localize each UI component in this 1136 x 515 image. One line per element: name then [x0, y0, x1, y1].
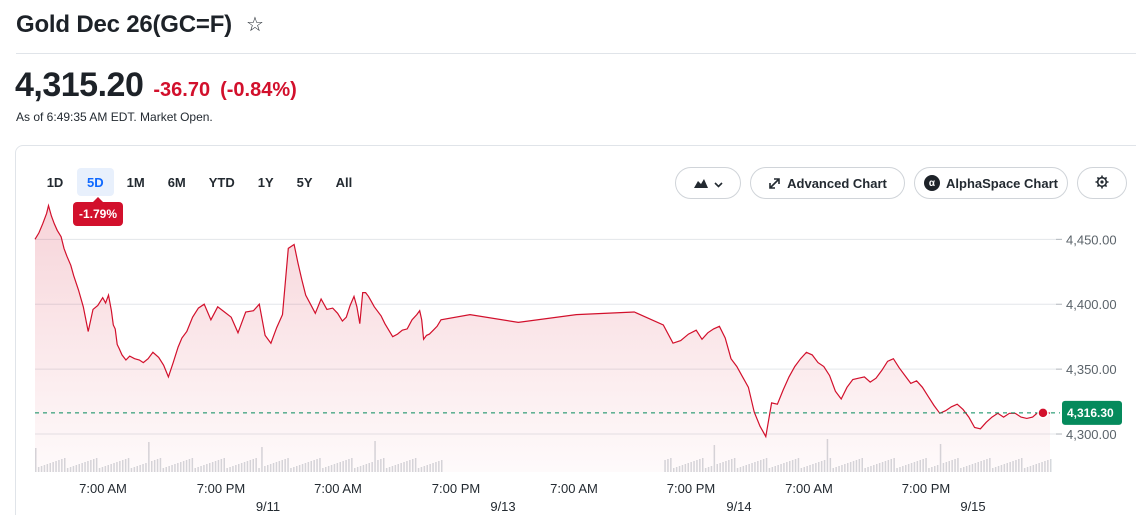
x-tick-label: 7:00 AM: [785, 481, 833, 496]
x-tick-label: 7:00 PM: [902, 481, 950, 496]
y-tick-label: 4,400.00: [1066, 297, 1117, 312]
x-date-label: 9/14: [726, 499, 751, 514]
page-title: Gold Dec 26(GC=F): [16, 11, 232, 38]
x-tick-label: 7:00 AM: [314, 481, 362, 496]
tab-6m[interactable]: 6M: [167, 174, 186, 190]
mountain-chart-icon: [693, 178, 708, 188]
chart-type-button[interactable]: [675, 167, 741, 199]
quote-price-row: 4,315.20 -36.70 (-0.84%): [15, 66, 297, 105]
expand-arrows-icon: [768, 177, 781, 190]
price-line: [34, 203, 1051, 439]
advanced-chart-button[interactable]: Advanced Chart: [750, 167, 905, 199]
alphaspace-chart-label: AlphaSpace Chart: [946, 175, 1058, 191]
y-tick-label: 4,300.00: [1066, 427, 1117, 442]
current-price-box: [1062, 400, 1122, 425]
price-change: -36.70: [153, 79, 211, 101]
tab-ytd[interactable]: YTD: [208, 174, 235, 190]
tab-1d[interactable]: 1D: [46, 174, 64, 190]
x-date-label: 9/13: [490, 499, 515, 514]
x-date-label: 9/15: [960, 499, 985, 514]
y-tick-label: 4,450.00: [1066, 232, 1117, 247]
title-row: Gold Dec 26(GC=F) ☆: [16, 8, 264, 42]
x-tick-label: 7:00 PM: [197, 481, 245, 496]
current-price: 4,315.20: [15, 66, 144, 104]
tab-1y[interactable]: 1Y: [257, 174, 274, 190]
star-outline-icon[interactable]: ☆: [245, 14, 264, 36]
alpha-logo-icon: α: [924, 175, 940, 191]
x-tick-label: 7:00 PM: [667, 481, 715, 496]
x-tick-label: 7:00 AM: [550, 481, 598, 496]
chart-settings-button[interactable]: [1077, 167, 1127, 199]
price-change-percent: (-0.84%): [220, 79, 297, 101]
tab-5y[interactable]: 5Y: [296, 174, 313, 190]
chevron-down-icon: [713, 176, 723, 191]
x-tick-label: 7:00 PM: [432, 481, 480, 496]
gear-icon: [1095, 175, 1109, 192]
chart-card: [15, 145, 1136, 515]
current-price-dot: [1037, 407, 1049, 419]
tab-all[interactable]: All: [335, 174, 353, 190]
advanced-chart-label: Advanced Chart: [787, 175, 887, 191]
x-tick-label: 7:00 AM: [79, 481, 127, 496]
y-tick-label: 4,350.00: [1066, 362, 1117, 377]
current-price-label: 4,316.30: [1067, 406, 1114, 420]
tab-5d[interactable]: 5D: [77, 168, 114, 196]
volume-bar: [1050, 459, 1052, 472]
as-of-timestamp: As of 6:49:35 AM EDT. Market Open.: [16, 110, 213, 124]
range-tabs: 1D 5D 1M 6M YTD 1Y 5Y All: [36, 168, 365, 196]
price-area: [35, 205, 1050, 472]
x-date-label: 9/11: [256, 499, 280, 514]
tab-1m[interactable]: 1M: [126, 174, 145, 190]
range-change-badge: -1.79%: [73, 197, 124, 226]
alphaspace-chart-button[interactable]: α AlphaSpace Chart: [914, 167, 1068, 199]
header-divider: [16, 53, 1136, 54]
